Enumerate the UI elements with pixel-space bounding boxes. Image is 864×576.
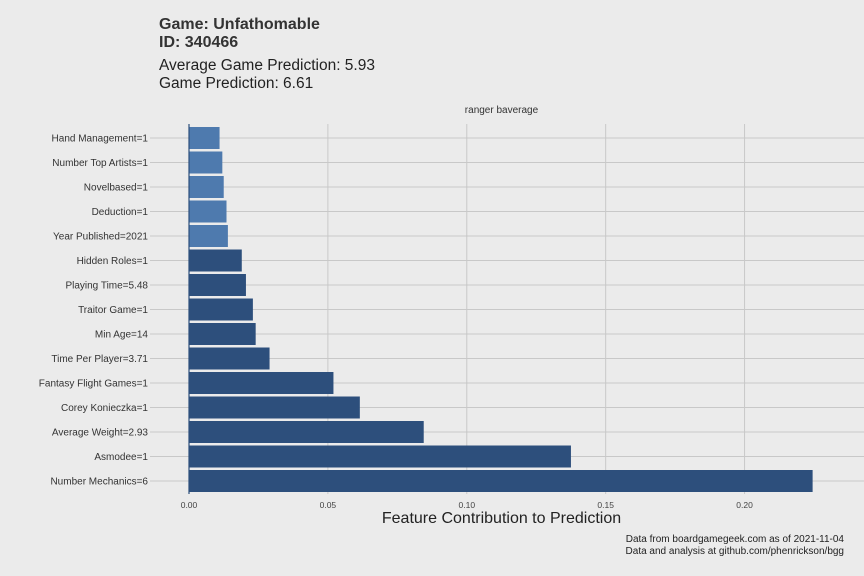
category-label: Playing Time=5.48 [65, 281, 148, 292]
bar [189, 298, 253, 321]
bar [189, 323, 256, 345]
x-tick-label: 0.00 [181, 500, 198, 510]
category-label: Hand Management=1 [52, 134, 149, 145]
bar [189, 249, 242, 272]
caption-source: Data from boardgamegeek.com as of 2021-1… [625, 534, 844, 545]
category-label: Traitor Game=1 [78, 305, 148, 316]
caption-analysis: Data and analysis at github.com/phenrick… [625, 546, 844, 557]
bar [189, 176, 224, 198]
x-tick-label: 0.20 [736, 500, 753, 510]
x-tick-label: 0.10 [459, 500, 476, 510]
x-axis-title: Feature Contribution to Prediction [381, 510, 622, 527]
category-label: Deduction=1 [92, 207, 149, 218]
category-label: Asmodee=1 [94, 452, 148, 463]
category-label: Fantasy Flight Games=1 [39, 379, 149, 390]
subtitle-game-prediction: Game Prediction: 6.61 [159, 75, 314, 92]
category-label: Min Age=14 [95, 330, 149, 341]
bar [189, 421, 424, 443]
facet-label: ranger baverage [464, 105, 539, 116]
bar [189, 347, 270, 370]
bar [189, 151, 223, 174]
bar [189, 445, 571, 468]
category-label: Average Weight=2.93 [52, 428, 149, 439]
category-label: Hidden Roles=1 [77, 256, 149, 267]
category-label: Number Top Artists=1 [52, 158, 148, 169]
category-label: Time Per Player=3.71 [51, 354, 148, 365]
title-game-id: ID: 340466 [159, 34, 239, 51]
title-game-name: Game: Unfathomable [159, 16, 320, 33]
bar [189, 225, 228, 247]
chart-subtitle: Average Game Prediction: 5.93 Game Predi… [159, 57, 375, 93]
subtitle-average-prediction: Average Game Prediction: 5.93 [159, 57, 375, 74]
bar [189, 396, 360, 419]
category-label: Year Published=2021 [53, 232, 148, 243]
caption: Data from boardgamegeek.com as of 2021-1… [626, 534, 844, 558]
chart-title: Game: Unfathomable ID: 340466 [159, 16, 320, 52]
bar [189, 372, 334, 394]
bar [189, 470, 813, 492]
bar [189, 200, 227, 223]
x-tick-label: 0.15 [597, 500, 614, 510]
category-label: Number Mechanics=6 [50, 477, 148, 488]
bar [189, 127, 220, 149]
x-tick-label: 0.05 [320, 500, 337, 510]
bar [189, 274, 246, 296]
category-label: Corey Konieczka=1 [61, 403, 148, 414]
category-label: Novelbased=1 [84, 183, 149, 194]
